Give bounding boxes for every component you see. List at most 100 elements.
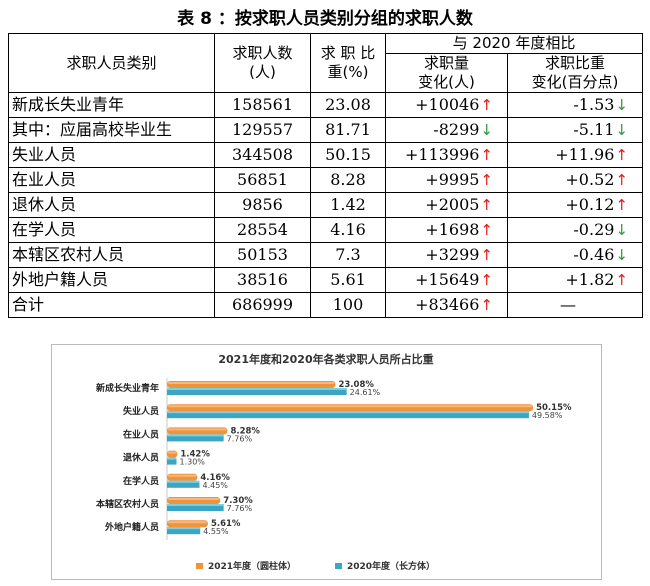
- change-share-cell: -0.46↓: [507, 242, 643, 268]
- share-comparison-chart: 2021年度和2020年各类求职人员所占比重新成长失业青年 23.08% 24.61…: [51, 344, 602, 580]
- bar-2021-label: 1.42%: [180, 450, 210, 460]
- share-cell: 4.16: [310, 217, 386, 243]
- table-row: 外地户籍人员 38516 5.61 +15649↑ +1.82↑: [8, 267, 643, 293]
- count-cell: 9856: [214, 192, 311, 218]
- count-cell: 28554: [214, 217, 311, 243]
- share-cell: 8.28: [310, 167, 386, 193]
- change-share-cell: +11.96↑: [507, 142, 643, 168]
- arrow-down-icon: ↓: [615, 221, 628, 239]
- category-cell: 新成长失业青年: [8, 92, 215, 118]
- arrow-up-icon: ↑: [480, 271, 493, 289]
- header-compare: 与 2020 年度相比: [385, 33, 643, 54]
- header-category: 求职人员类别: [8, 33, 215, 93]
- header-change-share-2: 变化(百分点): [507, 73, 643, 93]
- count-cell: 38516: [214, 267, 311, 293]
- category-label: 外地户籍人员: [104, 521, 159, 533]
- bar-2021-highlight: [168, 382, 335, 384]
- change-count-cell: +3299↑: [385, 242, 508, 268]
- change-share-cell: -0.29↓: [507, 217, 643, 243]
- bar-2021-label: 7.30%: [223, 496, 253, 506]
- change-share-cell: +0.52↑: [507, 167, 643, 193]
- legend-label-2021: 2021年度（圆柱体）: [208, 560, 296, 572]
- bar-2020-label: 7.76%: [227, 504, 253, 513]
- share-cell: 7.3: [310, 242, 386, 268]
- category-cell: 外地户籍人员: [8, 267, 215, 293]
- table-title: 表 8 ：按求职人员类别分组的求职人数: [177, 9, 473, 29]
- legend-swatch-2021: [196, 563, 203, 569]
- bar-2020-top: [167, 434, 224, 437]
- chart-title: 2021年度和2020年各类求职人员所占比重: [218, 352, 433, 366]
- category-label: 失业人员: [123, 405, 159, 417]
- bar-2021-highlight: [168, 498, 220, 500]
- share-cell: 81.71: [310, 117, 386, 143]
- change-share-cell: +0.12↑: [507, 192, 643, 218]
- change-share-cell: —: [507, 292, 643, 318]
- bar-2021-label: 23.08%: [338, 380, 374, 390]
- table-row: 在业人员 56851 8.28 +9995↑ +0.52↑: [8, 167, 643, 193]
- category-cell: 在学人员: [8, 217, 215, 243]
- category-cell: 其中：应届高校毕业生: [8, 117, 215, 143]
- category-label: 在业人员: [123, 428, 159, 440]
- bar-2020-label: 24.61%: [350, 388, 381, 397]
- legend-swatch-2020: [335, 563, 342, 569]
- arrow-up-icon: ↑: [615, 146, 628, 164]
- arrow-up-icon: ↑: [480, 196, 493, 214]
- count-cell: 158561: [214, 92, 311, 118]
- category-label: 新成长失业青年: [96, 382, 159, 394]
- bar-2021-highlight: [168, 474, 197, 477]
- bar-2020-label: 7.76%: [227, 434, 253, 443]
- bar-2021-highlight: [168, 451, 177, 454]
- change-count-cell: +10046↑: [385, 92, 508, 118]
- share-cell: 100: [310, 292, 386, 318]
- header-change-share-1: 求职比重: [507, 53, 643, 73]
- category-cell: 合计: [8, 292, 215, 318]
- category-label: 退休人员: [123, 452, 159, 464]
- table-row: 失业人员 344508 50.15 +113996↑ +11.96↑: [8, 142, 643, 168]
- table-row: 本辖区农村人员 50153 7.3 +3299↑ -0.46↓: [8, 242, 643, 268]
- bar-2020-top: [167, 457, 177, 460]
- arrow-down-icon: ↓: [480, 121, 493, 139]
- count-cell: 344508: [214, 142, 311, 168]
- arrow-up-icon: ↑: [480, 171, 493, 189]
- change-count-cell: +15649↑: [385, 267, 508, 293]
- count-cell: 686999: [214, 292, 311, 318]
- change-share-cell: +1.82↑: [507, 267, 643, 293]
- bar-2020: [167, 480, 200, 488]
- share-cell: 5.61: [310, 267, 386, 293]
- jobseeker-category-table: 求职人员类别 求职人数 (人) 求 职 比重(%) 与 2020 年度相比 求职量…: [8, 33, 643, 318]
- header-count: 求职人数 (人): [214, 33, 311, 93]
- table-row: 合计 686999 100 +83466↑ —: [8, 292, 643, 318]
- table-row: 在学人员 28554 4.16 +1698↑ -0.29↓: [8, 217, 643, 243]
- change-share-cell: -5.11↓: [507, 117, 643, 143]
- table-row: 其中：应届高校毕业生 129557 81.71 -8299↓ -5.11↓: [8, 117, 643, 143]
- category-label: 本辖区农村人员: [96, 498, 159, 510]
- change-count-cell: +113996↑: [385, 142, 508, 168]
- count-cell: 129557: [214, 117, 311, 143]
- bar-2020: [167, 388, 347, 395]
- bar-2020-top: [167, 504, 224, 506]
- header-change-count-2: 变化(人): [385, 73, 508, 93]
- bar-2020-top: [167, 388, 347, 390]
- bar-2020-label: 4.55%: [203, 527, 229, 536]
- change-count-cell: +83466↑: [385, 292, 508, 318]
- category-label: 在学人员: [123, 475, 159, 487]
- bar-2021-label: 8.28%: [230, 426, 260, 436]
- bar-2020: [167, 411, 529, 419]
- share-cell: 23.08: [310, 92, 386, 118]
- bar-2021-label: 50.15%: [536, 403, 572, 413]
- count-cell: 50153: [214, 242, 311, 268]
- bar-2020-label: 49.58%: [532, 411, 563, 420]
- bar-2020: [167, 457, 177, 465]
- bar-2021-highlight: [168, 405, 533, 408]
- change-count-cell: +1698↑: [385, 217, 508, 243]
- change-count-cell: +2005↑: [385, 192, 508, 218]
- arrow-up-icon: ↑: [480, 146, 493, 164]
- arrow-up-icon: ↑: [615, 271, 628, 289]
- change-share-cell: -1.53↓: [507, 92, 643, 118]
- arrow-up-icon: ↑: [615, 196, 628, 214]
- bar-2021-label: 5.61%: [211, 519, 241, 529]
- bar-2020: [167, 434, 224, 442]
- header-change-count-1: 求职量: [385, 53, 508, 73]
- bar-2020-top: [167, 527, 201, 530]
